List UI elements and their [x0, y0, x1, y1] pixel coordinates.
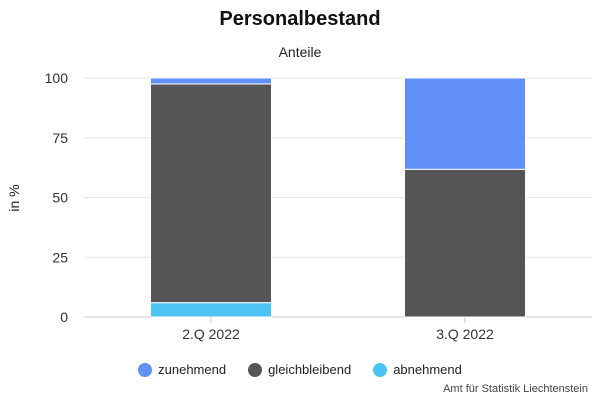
y-tick-label: 100 [45, 70, 69, 86]
chart-subtitle: Anteile [278, 44, 322, 60]
bar-segment-abnehmend [150, 302, 272, 318]
legend-item-gleichbleibend[interactable]: gleichbleibend [248, 362, 351, 377]
legend-label: abnehmend [393, 362, 462, 377]
legend: zunehmend gleichbleibend abnehmend [0, 362, 600, 377]
legend-label: zunehmend [158, 362, 227, 377]
legend-marker [373, 362, 388, 377]
y-tick-label: 0 [60, 309, 68, 325]
source-note: Amt für Statistik Liechtenstein [443, 383, 588, 395]
bar-segment-zunehmend [404, 77, 526, 170]
y-tick-label: 75 [52, 130, 68, 146]
chart-title: Personalbestand [219, 8, 381, 30]
x-tick-label: 3.Q 2022 [436, 326, 494, 342]
y-tick-label: 25 [52, 249, 68, 265]
x-tick-label: 2.Q 2022 [182, 326, 240, 342]
legend-item-zunehmend[interactable]: zunehmend [138, 362, 226, 377]
bar-segment-gleichbleibend [150, 83, 272, 304]
bar-segment-gleichbleibend [404, 168, 526, 318]
legend-marker [248, 362, 263, 377]
legend-label: gleichbleibend [268, 362, 352, 377]
bar-segment-zunehmend [150, 77, 272, 85]
legend-marker [138, 362, 153, 377]
y-tick-label: 50 [52, 190, 68, 206]
legend-item-abnehmend[interactable]: abnehmend [373, 362, 462, 377]
